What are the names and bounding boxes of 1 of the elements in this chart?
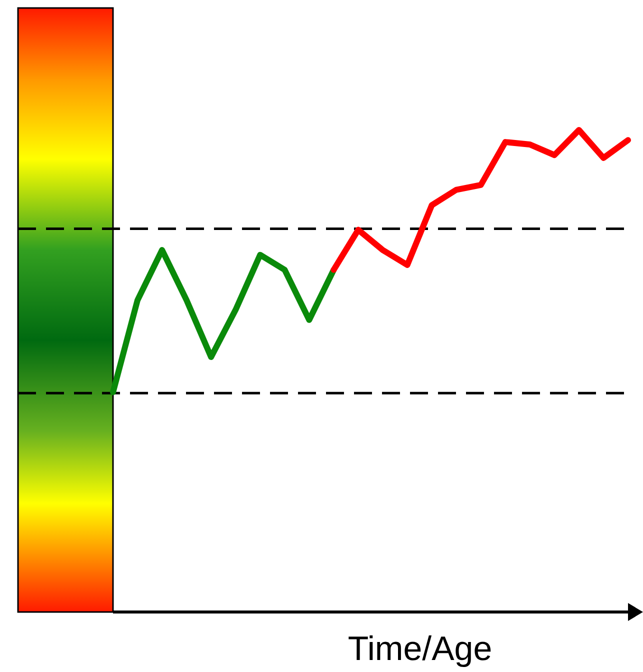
x-axis-title: Time/Age [348,630,492,668]
